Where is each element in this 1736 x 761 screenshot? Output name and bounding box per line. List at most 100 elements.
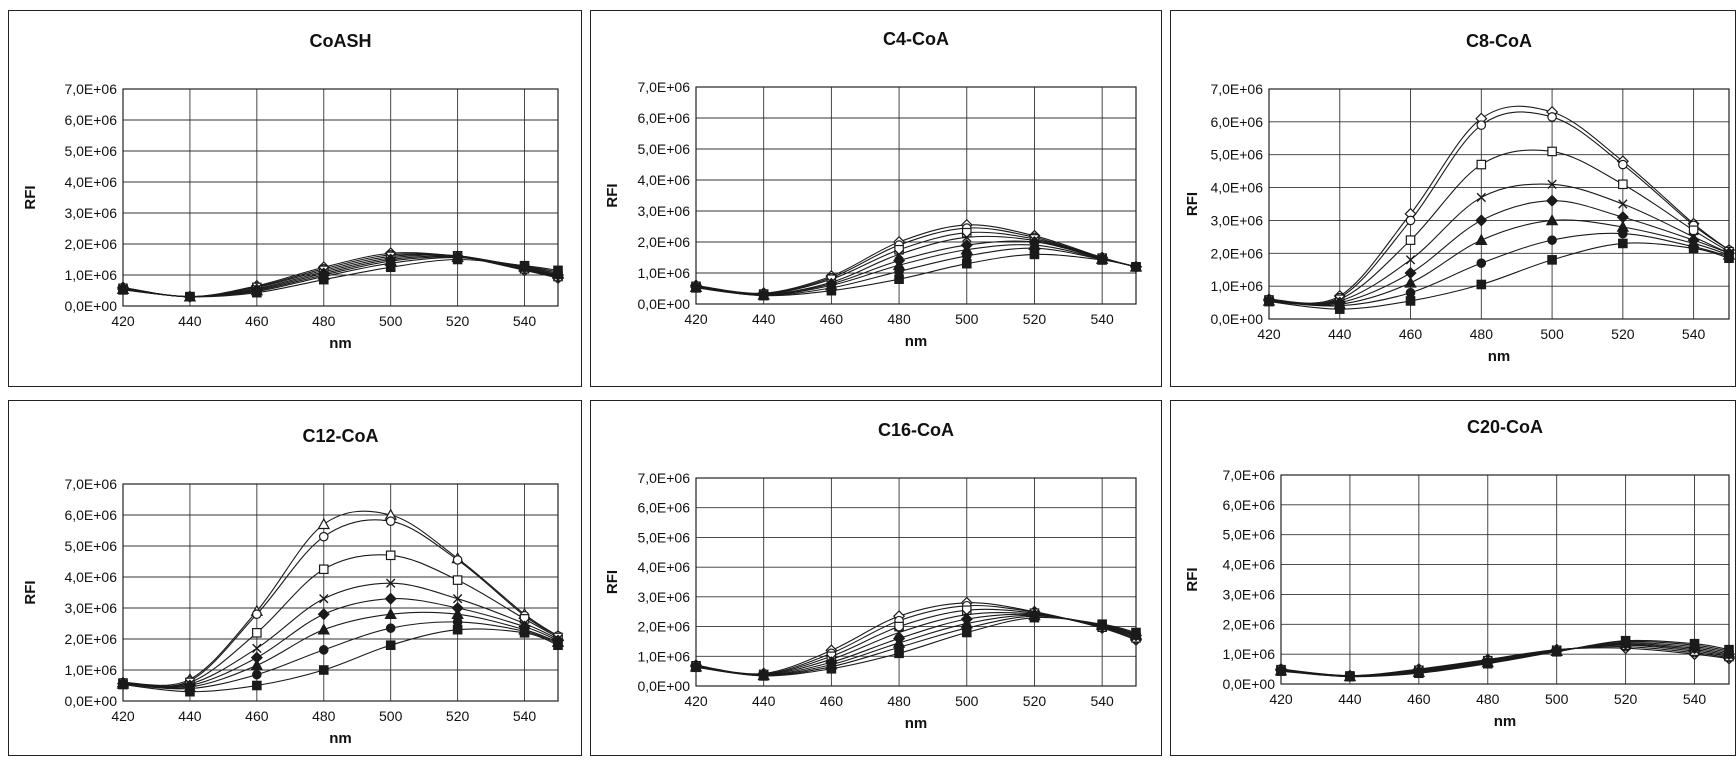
data-point-square-open	[894, 244, 904, 255]
y-tick-label: 6,0E+06	[1210, 114, 1263, 130]
data-point-x	[1618, 199, 1628, 209]
data-point-square	[894, 274, 904, 284]
data-point-square	[318, 274, 329, 285]
y-tick-label: 7,0E+06	[1222, 467, 1275, 483]
x-axis-label: nm	[1494, 713, 1517, 730]
series-8	[1264, 238, 1734, 314]
series-line	[122, 598, 559, 688]
x-tick-label: 500	[1545, 691, 1569, 707]
series-3	[1264, 146, 1734, 305]
x-axis-label: nm	[905, 715, 928, 732]
y-tick-label: 4,0E+06	[1210, 180, 1263, 196]
x-tick-label: 440	[178, 313, 202, 329]
x-tick-label: 440	[1338, 691, 1362, 707]
y-tick-label: 2,0E+06	[1210, 245, 1263, 261]
x-tick-label: 500	[955, 693, 979, 709]
data-point-square	[553, 265, 563, 276]
series-line	[1268, 242, 1730, 310]
x-tick-label: 420	[684, 311, 708, 327]
y-tick-label: 7,0E+06	[637, 79, 690, 95]
series-line	[695, 244, 1137, 296]
data-point-square	[961, 258, 972, 269]
x-tick-label: 520	[446, 708, 470, 724]
data-point-x	[319, 594, 329, 604]
data-point-circle-open	[385, 516, 396, 526]
series-line	[122, 628, 559, 693]
y-tick-label: 2,0E+06	[64, 236, 117, 252]
data-point-x	[1476, 192, 1487, 203]
x-tick-label: 540	[1683, 691, 1707, 707]
data-point-square-open	[1618, 179, 1628, 190]
data-point-circle-open	[1618, 159, 1628, 170]
chart-svg-c16-coa: C16-CoA 0,0E+00 1,0E+06 2,0E+06 3,0E+06 4,0E+…	[604, 420, 1143, 732]
x-axis-label: nm	[905, 333, 928, 350]
series-line	[122, 621, 559, 690]
x-tick-label: 420	[1269, 691, 1293, 707]
data-point-square	[1334, 304, 1345, 314]
series-line	[695, 616, 1137, 677]
data-point-square-open	[385, 550, 396, 561]
data-point-square	[385, 262, 396, 273]
data-point-square	[1131, 627, 1141, 638]
data-point-triangle-open	[317, 517, 330, 530]
data-point-x	[894, 249, 904, 260]
data-point-square-open	[252, 628, 262, 638]
chart-svg-c8-coa: C8-CoA 0,0E+00 1,0E+06 2,0E+06 3,0E+06 4,0E+0…	[1184, 31, 1736, 365]
x-tick-label: 460	[1399, 326, 1423, 342]
series-6	[1262, 213, 1736, 310]
data-point-x	[1405, 255, 1416, 265]
series-line	[122, 582, 559, 687]
x-tick-label: 440	[752, 693, 776, 709]
y-tick-label: 7,0E+06	[64, 81, 117, 97]
series-8	[691, 612, 1141, 681]
series-5	[689, 235, 1143, 301]
data-point-square	[519, 628, 530, 638]
x-tick-label: 420	[111, 313, 135, 329]
data-point-square-open	[894, 621, 904, 632]
x-tick-label: 540	[1682, 326, 1706, 342]
data-point-circle-open	[318, 531, 329, 542]
gridlines	[1268, 88, 1730, 320]
y-tick-label: 1,0E+06	[1210, 278, 1263, 294]
chart-svg-c20-coa: C20-CoA 0,0E+00 1,0E+06 2,0E+06 3,0E+06 4,0E+…	[1184, 417, 1736, 730]
data-point-circle	[385, 623, 396, 633]
data-point-circle	[252, 669, 262, 680]
series-5	[1262, 194, 1736, 309]
data-point-square	[452, 254, 463, 265]
chart-panel-c4-coa: C4-CoA 0,0E+00 1,0E+06 2,0E+06 3,0E+06 4,0E+0…	[590, 10, 1162, 387]
y-tick-label: 1,0E+06	[637, 648, 690, 664]
data-point-circle	[1405, 287, 1416, 298]
x-tick-label: 480	[887, 693, 911, 709]
series-line	[695, 224, 1137, 294]
x-tick-label: 500	[955, 311, 979, 327]
x-tick-label: 480	[312, 708, 336, 724]
series-line	[695, 602, 1137, 675]
y-tick-label: 6,0E+06	[64, 507, 117, 523]
y-tick-label: 5,0E+06	[637, 141, 690, 157]
chart-panel-c8-coa: C8-CoA 0,0E+00 1,0E+06 2,0E+06 3,0E+06 4,0E+0…	[1170, 10, 1736, 387]
data-point-triangle	[1545, 213, 1559, 226]
series-line	[695, 235, 1137, 295]
data-point-x	[1547, 179, 1557, 189]
x-tick-label: 520	[1614, 691, 1638, 707]
data-point-square	[1689, 638, 1700, 649]
data-point-square	[758, 671, 769, 681]
data-point-square	[553, 640, 563, 650]
y-tick-label: 2,0E+06	[64, 631, 117, 647]
data-point-circle-open	[1476, 120, 1487, 130]
y-tick-label: 2,0E+06	[637, 619, 690, 635]
data-point-circle	[1618, 228, 1628, 239]
data-point-square	[1405, 296, 1416, 306]
data-point-square	[1688, 243, 1699, 254]
series-1	[1262, 105, 1736, 306]
y-tick-label: 0,0E+00	[1222, 676, 1275, 692]
y-tick-label: 7,0E+06	[64, 476, 117, 492]
y-tick-label: 5,0E+06	[1222, 527, 1275, 543]
x-tick-label: 460	[1407, 691, 1431, 707]
series-8	[118, 254, 563, 302]
series-line	[122, 611, 559, 689]
data-point-square-open	[1476, 159, 1487, 170]
x-tick-label: 420	[684, 693, 708, 709]
y-tick-label: 0,0E+00	[64, 298, 117, 314]
x-axis-label: nm	[329, 730, 352, 747]
